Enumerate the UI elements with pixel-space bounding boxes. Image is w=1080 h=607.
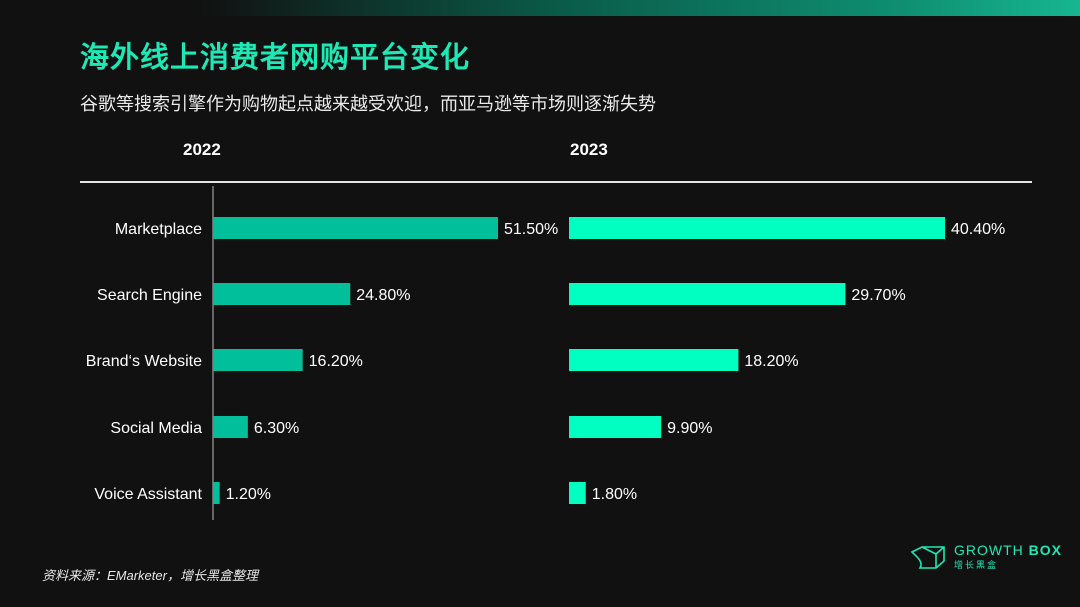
page-subtitle: 谷歌等搜索引擎作为购物起点越来越受欢迎，而亚马逊等市场则逐渐失势 [80,94,656,114]
bar-2022-3 [213,416,248,438]
value-label: 51.50% [504,221,558,238]
bar-2022-0 [213,217,498,239]
value-label: 1.20% [226,486,271,503]
category-label: Brand‘s Website [86,353,202,370]
value-label: 24.80% [356,287,410,304]
value-label: 9.90% [667,420,712,437]
category-label: Search Engine [97,287,202,304]
value-label: 40.40% [951,221,1005,238]
box-logo-icon [910,545,945,569]
bar-2022-1 [213,283,351,305]
category-label: Voice Assistant [94,486,202,503]
year-2023-heading: 2023 [570,140,608,159]
bar-2023-0 [569,217,945,239]
bar-2023-3 [569,416,662,438]
logo-text-cn: 增长黑盒 [954,560,999,570]
logo-text-en: GROWTH BOX [954,542,1062,558]
value-label: 1.80% [592,486,637,503]
bar-2023-1 [569,283,846,305]
bar-2022-4 [213,482,220,504]
value-label: 18.20% [744,353,798,370]
value-label: 16.20% [309,353,363,370]
value-label: 6.30% [254,420,299,437]
bar-2023-2 [569,349,739,371]
header-divider [80,181,1032,183]
source-note: 资料来源：EMarketer，增长黑盒整理 [42,568,258,583]
category-label: Marketplace [115,221,202,238]
bar-2022-2 [213,349,303,371]
growth-box-logo: GROWTH BOX 增长黑盒 [910,542,1062,571]
category-label: Social Media [110,420,202,437]
bar-2023-4 [569,482,586,504]
top-accent-bar [200,0,1080,16]
value-label: 29.70% [851,287,905,304]
year-2022-heading: 2022 [183,140,221,159]
page-title: 海外线上消费者网购平台变化 [80,42,471,74]
